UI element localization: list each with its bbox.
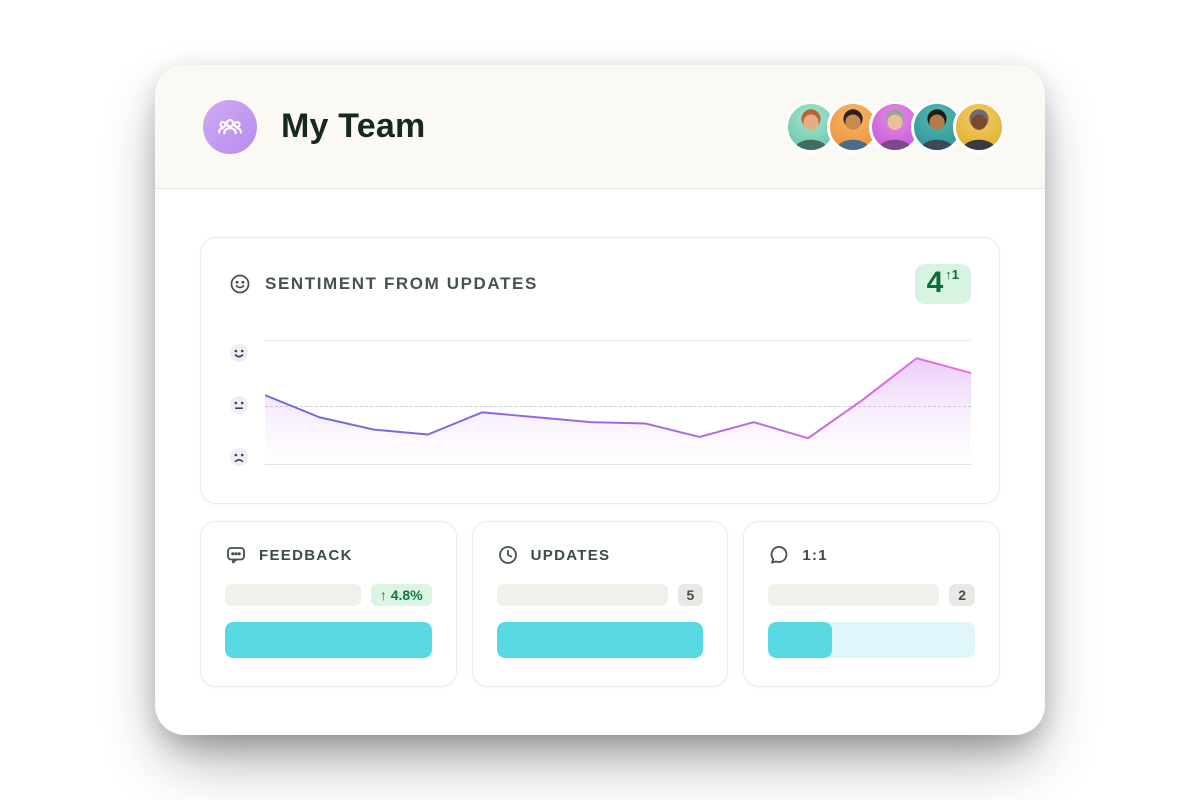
happy-face-icon xyxy=(230,344,248,362)
sentiment-plot-area xyxy=(265,340,971,465)
feedback-label: FEEDBACK xyxy=(259,546,353,564)
sad-face-icon xyxy=(230,448,248,466)
team-avatars xyxy=(785,100,1005,153)
neutral-baseline xyxy=(265,406,971,407)
dashboard-header: My Team xyxy=(155,65,1045,189)
dashboard-body: SENTIMENT FROM UPDATES 4 ↑1 xyxy=(155,189,1045,735)
team-dashboard-window: My Team SENTIMENT FROM UPDATES 4 ↑1 xyxy=(155,65,1045,735)
one-on-one-progress-bar xyxy=(768,622,976,658)
sentiment-score-badge: 4 ↑1 xyxy=(914,264,971,304)
feedback-bubble-icon xyxy=(225,544,247,566)
sentiment-score: 4 xyxy=(926,266,944,299)
one-on-one-placeholder-bar xyxy=(768,584,940,606)
stat-card-updates[interactable]: UPDATES 5 xyxy=(471,521,729,687)
page-title: My Team xyxy=(281,107,426,145)
feedback-progress-fill xyxy=(225,622,432,658)
feedback-placeholder-bar xyxy=(225,584,361,606)
updates-placeholder-bar xyxy=(496,584,668,606)
clock-icon xyxy=(497,544,519,566)
one-on-one-label: 1:1 xyxy=(802,546,828,564)
one-on-one-badge: 2 xyxy=(949,584,976,606)
stat-card-one-on-one[interactable]: 1:1 2 xyxy=(743,521,1001,687)
sentiment-card: SENTIMENT FROM UPDATES 4 ↑1 xyxy=(200,237,1000,504)
feedback-progress-bar xyxy=(225,622,432,658)
stat-card-row: FEEDBACK ↑ 4.8% xyxy=(200,521,1001,687)
updates-progress-fill xyxy=(496,622,704,658)
sentiment-chart xyxy=(229,340,971,466)
stat-card-feedback[interactable]: FEEDBACK ↑ 4.8% xyxy=(200,521,457,687)
sentiment-line-chart xyxy=(265,357,971,464)
one-on-one-progress-fill xyxy=(768,622,833,658)
updates-progress-bar xyxy=(496,622,704,658)
sentiment-axis xyxy=(229,340,251,466)
chat-bubble-icon xyxy=(768,544,790,566)
sentiment-card-title: SENTIMENT FROM UPDATES xyxy=(265,274,538,293)
people-group-icon xyxy=(203,99,257,154)
updates-label: UPDATES xyxy=(530,546,611,564)
sentiment-score-delta: ↑1 xyxy=(945,267,959,282)
updates-badge: 5 xyxy=(677,584,704,606)
neutral-face-icon xyxy=(230,396,248,414)
feedback-badge: ↑ 4.8% xyxy=(370,584,432,606)
smiley-icon xyxy=(229,273,251,295)
avatar-teammate-5[interactable] xyxy=(953,100,1005,153)
